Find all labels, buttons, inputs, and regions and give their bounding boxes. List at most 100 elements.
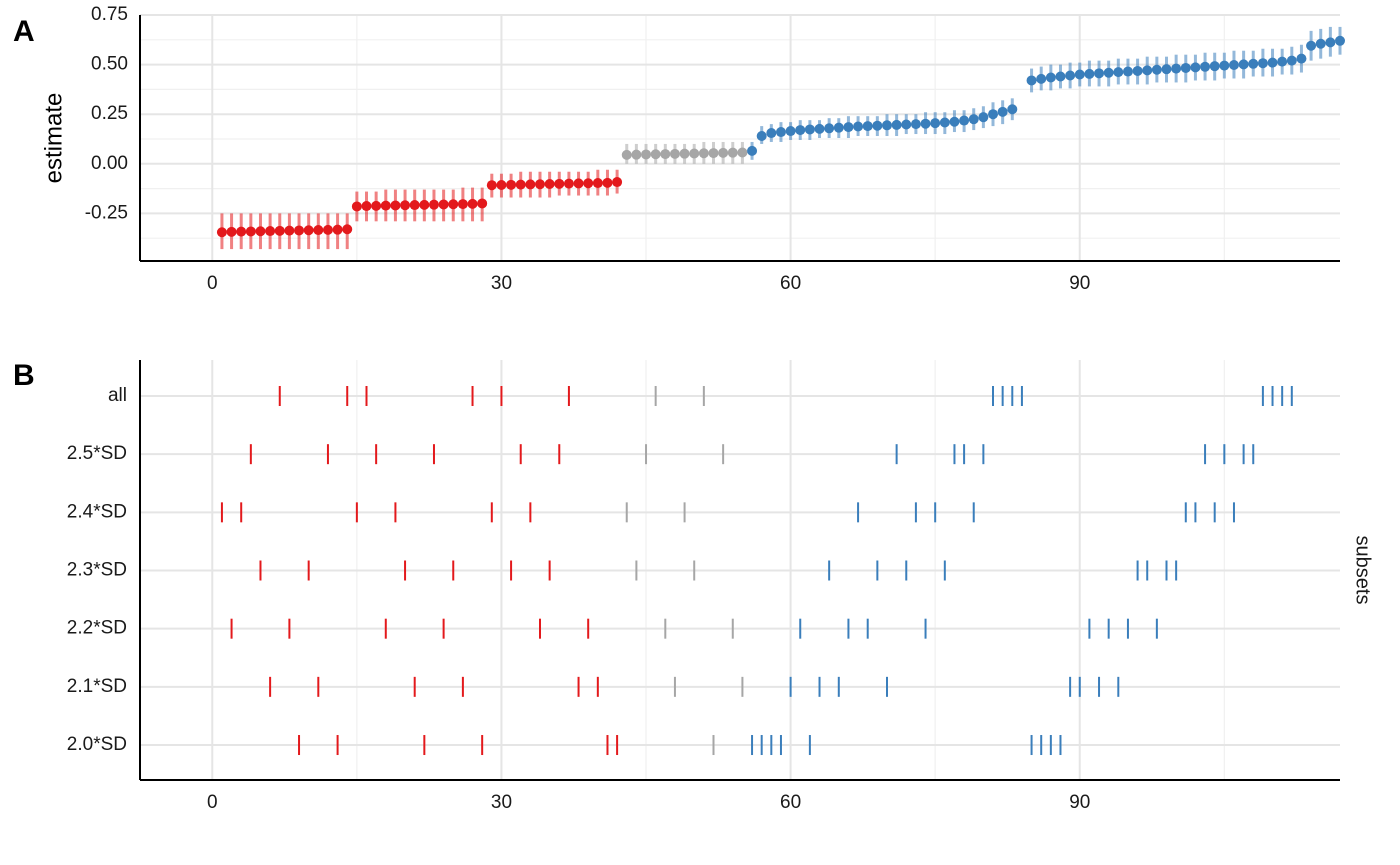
panel-a-y-tick-label: -0.25 — [85, 202, 128, 223]
estimate-point — [1286, 55, 1297, 66]
estimate-point — [872, 120, 883, 131]
estimate-point — [737, 147, 748, 158]
panel-a-y-axis-title: estimate — [40, 93, 67, 184]
estimate-point — [1228, 59, 1239, 70]
estimate-point — [978, 112, 989, 123]
estimate-point — [342, 224, 353, 235]
estimate-point — [853, 121, 864, 132]
estimate-point — [689, 148, 700, 159]
estimate-point — [322, 224, 333, 235]
panel-b-row-label: 2.5*SD — [67, 443, 127, 464]
estimate-point — [881, 120, 892, 131]
panel-a-y-tick-label: 0.25 — [91, 103, 128, 124]
estimate-point — [631, 149, 642, 160]
estimate-point — [294, 225, 305, 236]
estimate-point — [612, 177, 623, 188]
estimate-point — [216, 227, 227, 238]
estimate-point — [621, 149, 632, 160]
estimate-point — [515, 179, 526, 190]
panel-a-x-tick-label: 90 — [1069, 273, 1090, 294]
estimate-point — [1084, 68, 1095, 79]
estimate-point — [535, 179, 545, 190]
panel-b-marks — [220, 386, 1293, 756]
estimate-point — [939, 117, 950, 128]
panel-b-gridlines — [140, 360, 1340, 780]
estimate-point — [332, 224, 343, 235]
estimate-point — [428, 199, 439, 210]
estimate-point — [747, 145, 758, 156]
estimate-point — [1296, 53, 1307, 64]
panel-b-row-label: all — [108, 385, 127, 406]
panel-b-row-label: 2.2*SD — [67, 618, 127, 639]
estimate-point — [814, 123, 825, 134]
estimate-point — [1257, 58, 1268, 69]
estimate-point — [477, 198, 488, 209]
estimate-point — [1007, 104, 1018, 115]
estimate-point — [554, 178, 565, 189]
panel-a-y-tick-label: 0.50 — [91, 54, 128, 75]
panel-a-label: A — [13, 15, 35, 48]
estimate-point — [1142, 65, 1153, 76]
estimate-point — [1036, 73, 1047, 84]
estimate-point — [1094, 68, 1105, 79]
estimate-point — [727, 147, 738, 158]
estimate-point — [1277, 56, 1288, 67]
estimate-point — [930, 118, 941, 129]
panel-b-x-tick-label: 30 — [491, 792, 512, 813]
panel-b-x-tick-label: 90 — [1069, 792, 1090, 813]
estimate-point — [1267, 57, 1278, 68]
estimate-point — [438, 199, 449, 210]
estimate-point — [592, 178, 603, 189]
estimate-point — [1045, 72, 1056, 83]
panel-b-axes — [139, 360, 1340, 781]
estimate-point — [959, 115, 970, 126]
estimate-point — [1325, 37, 1336, 48]
estimate-point — [1055, 71, 1066, 82]
estimate-point — [583, 178, 594, 189]
estimate-point — [544, 179, 555, 190]
estimate-point — [650, 149, 661, 160]
estimate-point — [708, 148, 719, 159]
estimate-point — [1103, 67, 1114, 78]
estimate-point — [1151, 64, 1162, 75]
estimate-point — [997, 106, 1008, 117]
panel-a-marks — [216, 26, 1345, 250]
estimate-point — [968, 114, 979, 125]
estimate-point — [1180, 62, 1191, 73]
estimate-point — [602, 177, 613, 188]
estimate-point — [891, 119, 902, 130]
estimate-point — [419, 199, 430, 210]
estimate-point — [1161, 64, 1172, 75]
estimate-point — [1026, 75, 1037, 86]
estimate-point — [457, 199, 468, 210]
estimate-point — [236, 226, 247, 237]
estimate-point — [563, 178, 574, 189]
estimate-point — [351, 201, 362, 212]
estimate-point — [506, 179, 517, 190]
panel-b-label: B — [13, 359, 35, 392]
estimate-point — [824, 123, 835, 134]
estimate-point — [284, 225, 295, 236]
estimate-point — [1306, 40, 1317, 51]
estimate-point — [901, 119, 912, 130]
estimate-point — [313, 225, 324, 236]
estimate-point — [409, 200, 420, 211]
estimate-point — [775, 127, 786, 138]
estimate-point — [660, 149, 671, 160]
panel-b-row-label: 2.1*SD — [67, 676, 127, 697]
estimate-point — [1248, 58, 1259, 69]
estimate-point — [1335, 35, 1345, 46]
estimate-point — [804, 124, 815, 135]
estimate-point — [467, 198, 478, 209]
estimate-point — [245, 226, 256, 237]
estimate-point — [371, 200, 382, 211]
estimate-point — [949, 116, 960, 127]
estimate-point — [679, 148, 690, 159]
estimate-point — [448, 199, 459, 210]
panel-a-x-tick-label: 0 — [207, 273, 218, 294]
estimate-point — [920, 118, 931, 129]
panel-b-row-label: 2.0*SD — [67, 734, 127, 755]
estimate-point — [1132, 65, 1143, 76]
estimate-point — [910, 119, 921, 130]
